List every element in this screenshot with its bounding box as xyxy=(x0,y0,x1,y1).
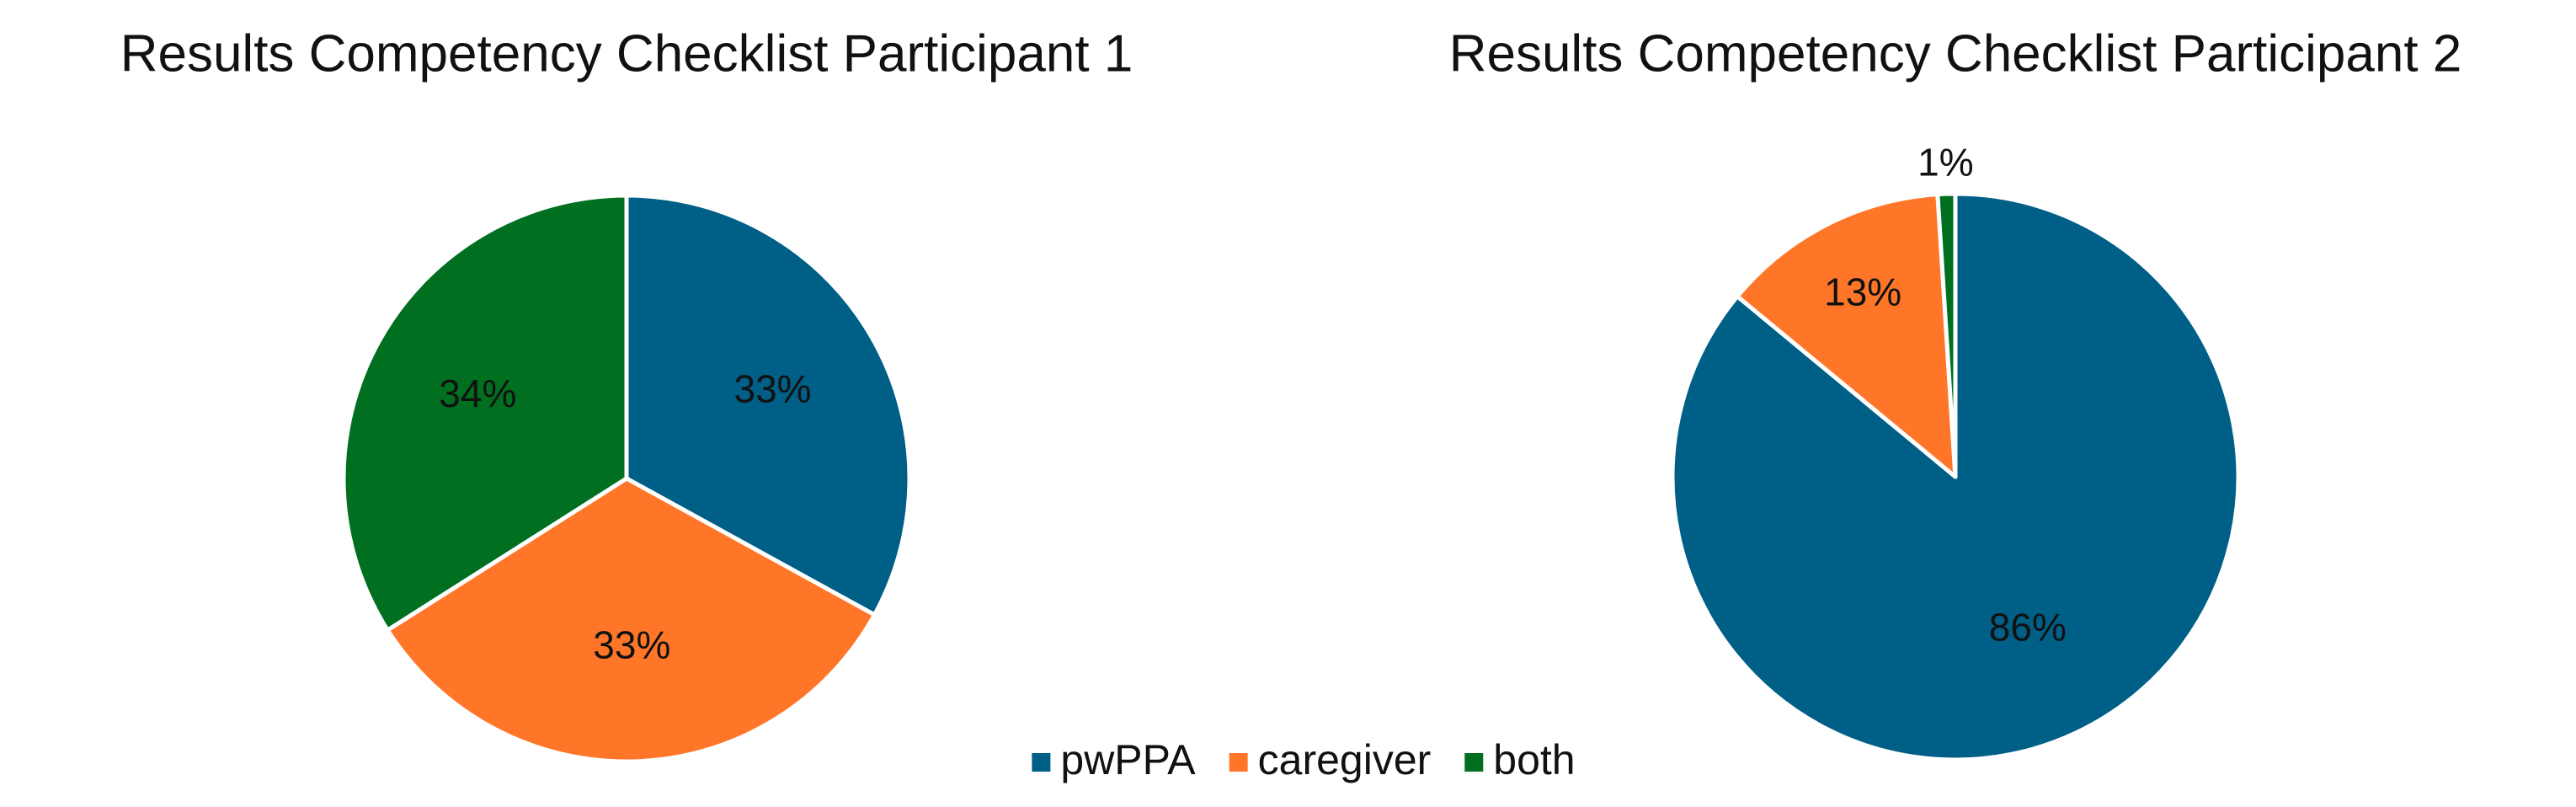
pie-slice: both xyxy=(341,193,629,633)
slice-group: caregiver xyxy=(385,476,877,764)
legend-label: pwPPA xyxy=(1060,736,1196,783)
slice-group: pwPPA xyxy=(624,193,912,617)
pie-slice: both xyxy=(1935,191,1958,479)
chart-title: Results Competency Checklist Participant… xyxy=(1449,24,2462,83)
slice-group: both xyxy=(1935,191,1958,479)
legend: pwPPA caregiver both xyxy=(1032,736,1576,783)
data-label: 34% xyxy=(439,371,516,415)
slice-group: caregiver xyxy=(1735,192,1958,479)
data-label: 13% xyxy=(1824,270,1901,314)
pie-slice: caregiver xyxy=(385,476,877,764)
slice-group: both xyxy=(341,193,629,633)
data-label: 33% xyxy=(593,623,670,667)
legend-label: caregiver xyxy=(1258,736,1432,783)
data-label: 1% xyxy=(1917,141,1973,184)
legend-label: both xyxy=(1493,736,1575,783)
legend-swatch xyxy=(1229,753,1248,772)
legend-swatch xyxy=(1464,753,1484,772)
data-label: 86% xyxy=(1989,606,2067,649)
legend-swatch xyxy=(1032,753,1051,772)
pie-slice: caregiver xyxy=(1735,192,1958,479)
data-label: 33% xyxy=(733,367,811,411)
pie-slice: pwPPA xyxy=(624,193,912,617)
chart-title: Results Competency Checklist Participant… xyxy=(120,24,1133,83)
